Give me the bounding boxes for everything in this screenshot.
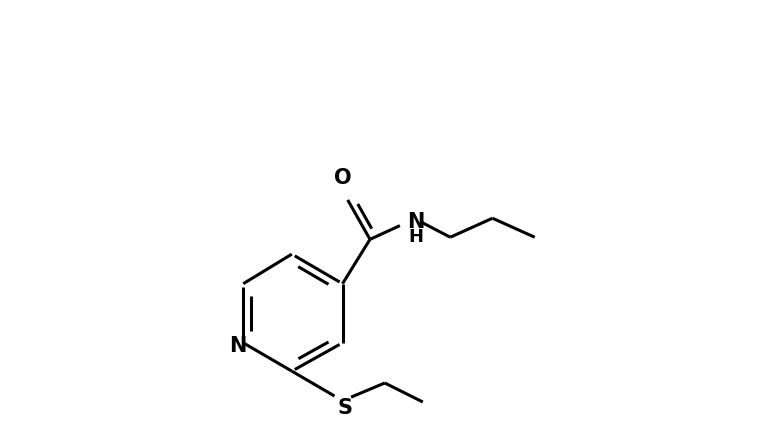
Text: H: H xyxy=(408,228,423,246)
Text: S: S xyxy=(337,398,352,418)
Text: O: O xyxy=(334,168,352,188)
Text: N: N xyxy=(407,212,424,232)
Text: N: N xyxy=(230,336,247,356)
